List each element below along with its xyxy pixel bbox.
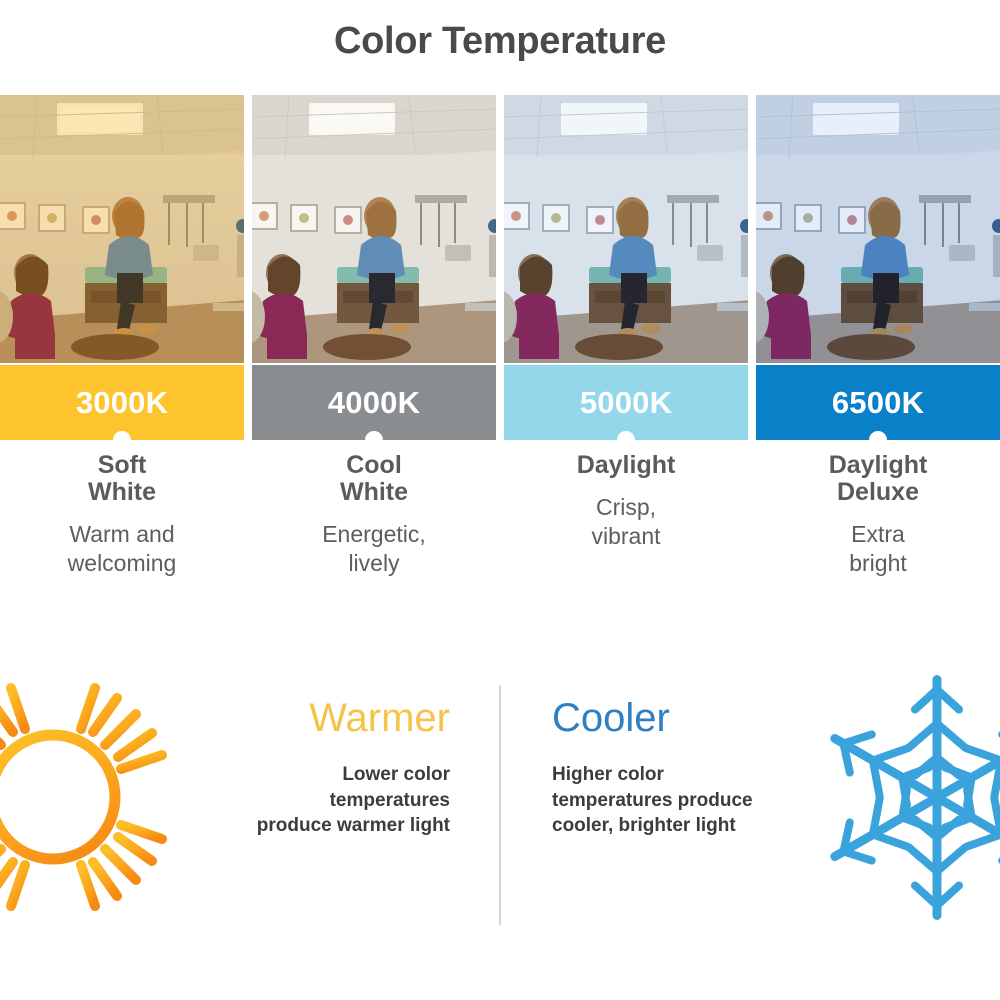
caption-name-line1-4000k: Cool — [346, 451, 402, 479]
caption-desc-line1-3000k: Warm and — [69, 521, 175, 547]
kelvin-label-6500k: 6500K — [831, 384, 925, 420]
sun-icon — [0, 672, 178, 922]
caption-name-line2-4000k: White — [339, 478, 409, 506]
cooler-block: Cooler Higher color temperatures produce… — [552, 698, 762, 839]
caption-cell-4000k: Cool White Energetic, lively — [252, 452, 496, 578]
bar-notch-5000k — [617, 431, 635, 449]
caption-name-3000k: Soft White — [18, 452, 226, 506]
caption-desc-5000k: Crisp, vibrant — [522, 493, 730, 551]
temperature-bar-4000k[interactable]: 4000K — [252, 365, 496, 449]
warmer-heading: Warmer — [309, 696, 450, 740]
bar-notch-3000k — [113, 431, 131, 449]
cooler-body-text: Higher color temperatures produce cooler… — [552, 764, 753, 837]
section-divider — [499, 685, 501, 925]
temperature-bar-row: 3000K 4000K 5000K 6500K — [0, 365, 1000, 449]
temperature-bar-5000k[interactable]: 5000K — [504, 365, 748, 449]
caption-row: Soft White Warm and welcoming Cool White… — [0, 452, 1000, 578]
photo-cell-5000k — [504, 95, 748, 363]
caption-desc-4000k: Energetic, lively — [270, 520, 478, 578]
medical-exam-room-warm — [0, 95, 244, 363]
caption-desc-line1-4000k: Energetic, — [322, 521, 426, 547]
caption-desc-line2-3000k: welcoming — [67, 549, 177, 576]
caption-cell-3000k: Soft White Warm and welcoming — [0, 452, 244, 578]
caption-desc-line2-6500k: bright — [849, 549, 907, 576]
warmer-body-text: Lower color temperatures produce warmer … — [256, 764, 450, 837]
page-title: Color Temperature — [333, 20, 667, 62]
caption-desc-line1-6500k: Extra — [851, 521, 905, 547]
photo-strip — [0, 95, 1000, 363]
caption-desc-line1-5000k: Crisp, — [595, 494, 657, 520]
temperature-bar-3000k[interactable]: 3000K — [0, 365, 244, 449]
photo-cell-3000k — [0, 95, 244, 363]
warm-cool-comparison: Warmer Lower color temperatures produce … — [0, 660, 1000, 960]
caption-name-4000k: Cool White — [270, 452, 478, 506]
bar-notch-6500k — [869, 431, 887, 449]
kelvin-label-4000k: 4000K — [327, 384, 421, 420]
caption-desc-line2-4000k: lively — [348, 549, 400, 576]
caption-name-line2-6500k: Deluxe — [837, 478, 919, 506]
medical-exam-room-neutral — [252, 95, 496, 363]
caption-cell-5000k: Daylight Crisp, vibrant — [504, 452, 748, 578]
caption-desc-6500k: Extra bright — [774, 520, 982, 578]
caption-name-line1-3000k: Soft — [97, 451, 147, 479]
caption-desc-3000k: Warm and welcoming — [18, 520, 226, 578]
caption-name-line1-5000k: Daylight — [576, 451, 676, 479]
caption-desc-line2-5000k: vibrant — [591, 522, 661, 549]
cooler-heading: Cooler — [552, 696, 670, 740]
caption-name-line1-6500k: Daylight — [828, 451, 928, 479]
temperature-bar-6500k[interactable]: 6500K — [756, 365, 1000, 449]
photo-cell-6500k — [756, 95, 1000, 363]
snowflake-icon — [812, 670, 1000, 925]
photo-cell-4000k — [252, 95, 496, 363]
caption-name-5000k: Daylight — [522, 452, 730, 479]
caption-cell-6500k: Daylight Deluxe Extra bright — [756, 452, 1000, 578]
caption-name-6500k: Daylight Deluxe — [774, 452, 982, 506]
kelvin-label-3000k: 3000K — [75, 384, 169, 420]
caption-name-line2-3000k: White — [87, 478, 157, 506]
bar-notch-4000k — [365, 431, 383, 449]
warmer-block: Warmer Lower color temperatures produce … — [250, 698, 450, 839]
medical-exam-room-daylight — [504, 95, 748, 363]
kelvin-label-5000k: 5000K — [579, 384, 673, 420]
medical-exam-room-cool — [756, 95, 1000, 363]
